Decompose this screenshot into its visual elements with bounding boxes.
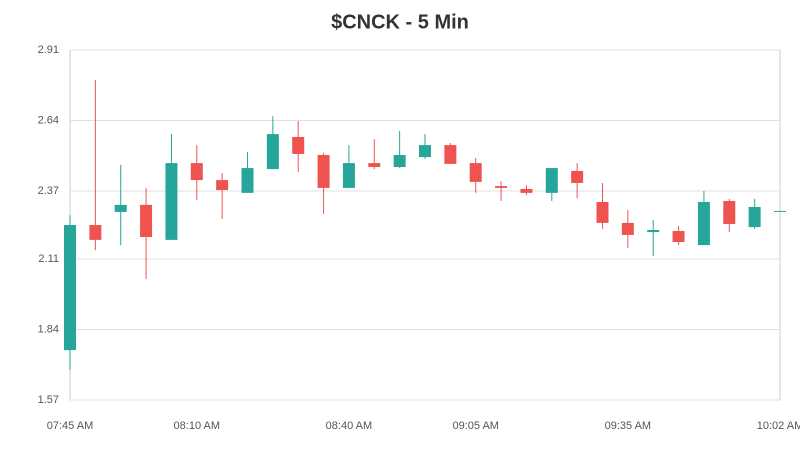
x-tick-label: 08:40 AM <box>326 420 372 432</box>
candle-body <box>621 222 634 235</box>
candle-body <box>520 188 533 193</box>
candle-body <box>697 202 710 246</box>
candle-body <box>114 204 127 212</box>
x-tick-label: 07:45 AM <box>47 420 93 432</box>
candle-body <box>393 155 406 168</box>
candle-body <box>292 136 305 154</box>
candle-body <box>190 163 203 181</box>
y-tick-label: 2.64 <box>38 114 59 126</box>
y-tick-label: 1.84 <box>38 323 59 335</box>
candle-body <box>672 231 685 242</box>
candle-body <box>444 145 457 164</box>
candle-body <box>774 210 786 212</box>
candle-body <box>89 225 102 240</box>
candle-body <box>495 186 508 188</box>
candle-body <box>748 206 761 228</box>
candle-body <box>64 225 76 351</box>
x-tick-label: 09:35 AM <box>605 420 651 432</box>
candle-body <box>368 163 381 168</box>
y-tick-label: 2.37 <box>38 185 59 197</box>
candle-body <box>647 229 660 233</box>
candle-body <box>317 155 330 188</box>
candle-body <box>545 168 558 193</box>
y-tick-label: 1.57 <box>38 394 59 406</box>
candle-body <box>723 200 736 224</box>
candle-body <box>140 204 153 238</box>
candle-body <box>419 145 431 158</box>
candle-body <box>596 202 609 223</box>
candle-body <box>165 163 178 240</box>
x-tick-label: 10:02 AM <box>757 420 800 432</box>
candle-body <box>241 168 254 193</box>
y-tick-label: 2.11 <box>38 253 59 265</box>
candle-body <box>469 163 482 182</box>
y-tick-label: 2.91 <box>38 44 59 56</box>
candle-body <box>571 170 584 183</box>
candle-body <box>216 180 229 190</box>
candle-body <box>342 163 355 188</box>
x-tick-label: 09:05 AM <box>452 420 498 432</box>
x-tick-label: 08:10 AM <box>174 420 220 432</box>
candle-body <box>266 134 279 170</box>
chart-title: $CNCK - 5 Min <box>331 11 469 33</box>
